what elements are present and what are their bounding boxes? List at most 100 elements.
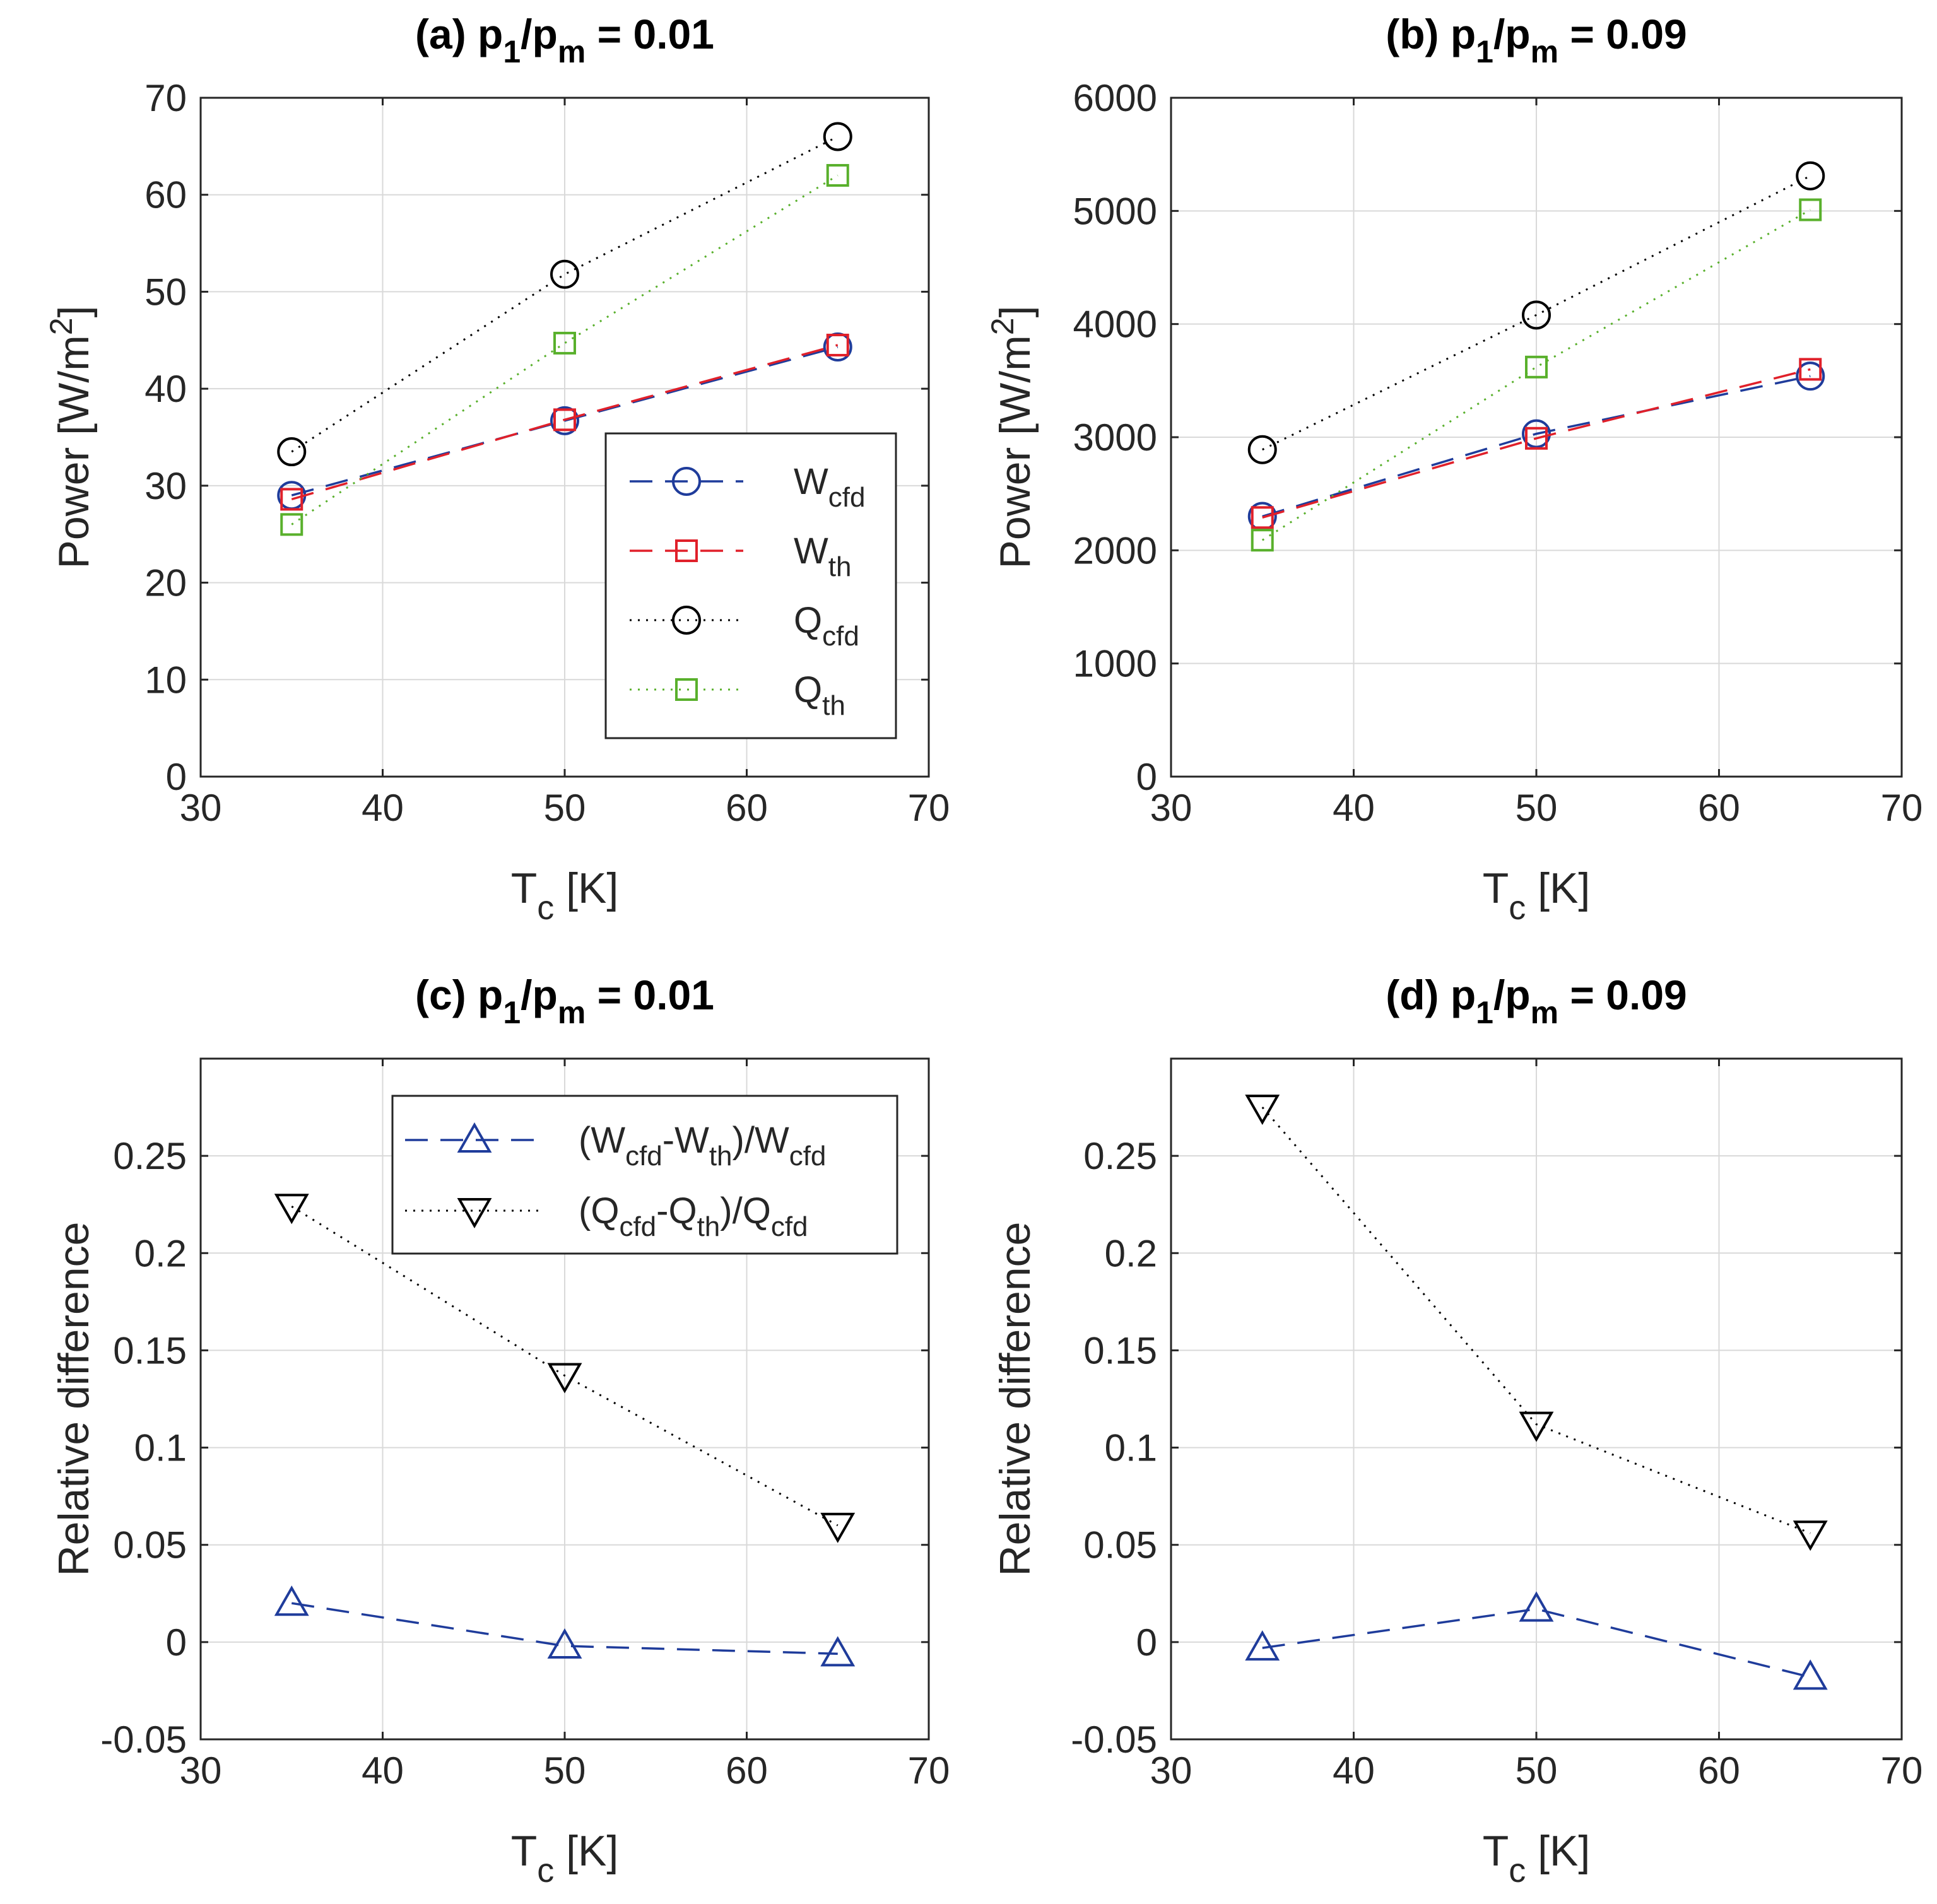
series-line [1261,1107,1811,1534]
legend-marker [672,606,701,635]
grid [1171,98,1902,777]
legend-label: Wth [794,531,851,582]
series-(Q_cfd-Q_th)/Q_cfd [1245,1095,1828,1551]
data-point [1245,1095,1280,1125]
x-axis-label: Tc [K] [511,864,619,927]
legend-entry: Wcfd [630,461,865,513]
y-tick-label: 3000 [1073,416,1157,459]
data-point [1525,426,1548,450]
x-tick-label: 70 [908,787,950,829]
x-tick-label: 70 [1881,1749,1923,1792]
data-point [820,1512,856,1543]
x-tick-label: 30 [180,787,222,829]
legend-label: Qth [794,669,845,721]
legend-entry: (Wcfd-Wth)/Wcfd [405,1120,826,1172]
data-point [277,437,307,467]
series-W_th [1251,358,1822,529]
x-tick-label: 40 [1333,1749,1375,1792]
y-axis-label: Relative difference [50,1222,98,1577]
x-tick-label: 40 [362,1749,404,1792]
data-point [1525,355,1548,379]
data-point [1799,358,1822,381]
data-point [553,408,576,432]
x-tick-label: 50 [1516,1749,1558,1792]
y-tick-label: 4000 [1073,303,1157,346]
x-tick-label: 60 [726,787,768,829]
legend-a: Wcfd Wth Qcfd Qth [604,432,897,739]
y-tick-label: 0.15 [113,1329,187,1372]
data-point [1245,1630,1280,1661]
x-axis-label: Tc [K] [1483,864,1591,927]
y-tick-label: -0.05 [1071,1719,1157,1761]
legend-label: Wcfd [794,461,865,513]
legend-entry: Qcfd [630,600,859,652]
y-tick-label: 0 [166,756,187,798]
series-line [291,174,839,526]
panel-title: (a) p1/pm = 0.01 [415,11,714,69]
y-tick-label: 10 [144,659,187,701]
data-point [1247,435,1277,464]
y-tick-label: 60 [144,174,187,216]
data-point [820,1636,856,1667]
series-line [291,344,839,501]
panel-d: 30 40 50 60 70 -0.05 0 0.05 0.1 0.15 0.2 0.25 (d) p1… [991,972,1922,1889]
legend-marker [672,467,701,496]
x-tick-label: 60 [1698,1749,1740,1792]
panel-b: 30 40 50 60 70 0 1000 2000 3000 4000 5000 6000 (b) p… [985,11,1922,927]
series-Q_cfd [1247,161,1825,464]
data-point [547,1628,582,1659]
data-point [1519,1591,1554,1622]
data-point [1522,419,1551,449]
data-point [280,513,303,536]
x-tick-label: 70 [908,1749,950,1792]
legend-marker [457,1122,492,1153]
series-Q_th [280,163,849,536]
grid [1171,1059,1902,1739]
y-tick-label: 70 [144,77,187,119]
y-tick-label: 0.05 [1083,1524,1157,1566]
legend-box [604,432,897,739]
y-tick-label: 1000 [1073,643,1157,685]
y-tick-label: -0.05 [100,1719,187,1761]
legend-c: (Wcfd-Wth)/Wcfd (Qcfd-Qth)/Qcfd [391,1095,898,1255]
series-(W_cfd-W_th)/W_cfd [1245,1591,1828,1690]
panel-title: (c) p1/pm = 0.01 [415,972,714,1030]
y-tick-label: 0.25 [113,1135,187,1177]
data-point [550,259,579,289]
y-axis-label: Power [W/m2] [985,306,1039,569]
y-tick-label: 0.2 [134,1232,187,1274]
data-point [280,488,303,511]
x-tick-label: 40 [1333,787,1375,829]
y-tick-label: 20 [144,562,187,604]
x-tick-label: 30 [180,1749,222,1792]
series-line [1262,375,1811,518]
y-tick-label: 0.1 [1105,1427,1157,1469]
series-Q_th [1251,198,1822,552]
y-tick-label: 0 [166,1621,187,1664]
data-point [1251,506,1274,529]
y-tick-label: 0.15 [1083,1329,1157,1372]
series-line [1262,368,1811,519]
x-tick-label: 50 [544,1749,586,1792]
legend-marker [675,678,698,701]
y-tick-label: 2000 [1073,529,1157,572]
y-tick-label: 50 [144,271,187,313]
data-point [826,333,849,356]
data-point [1251,529,1274,552]
legend-label: Qcfd [794,600,859,652]
panel-title: (d) p1/pm = 0.09 [1386,972,1687,1030]
data-point [1793,1520,1828,1551]
series-W_th [280,333,849,511]
x-tick-label: 30 [1150,1749,1192,1792]
y-tick-label: 0 [1136,756,1157,798]
x-axis-label: Tc [K] [1483,1827,1591,1889]
series-line [291,1206,839,1527]
y-tick-label: 0 [1136,1621,1157,1664]
data-point [553,331,576,355]
series-(W_cfd-W_th)/W_cfd [274,1585,856,1667]
y-axis-label: Power [W/m2] [44,306,98,569]
x-tick-label: 50 [1516,787,1558,829]
data-point [274,1194,309,1225]
y-axis-label: Relative difference [991,1222,1039,1577]
